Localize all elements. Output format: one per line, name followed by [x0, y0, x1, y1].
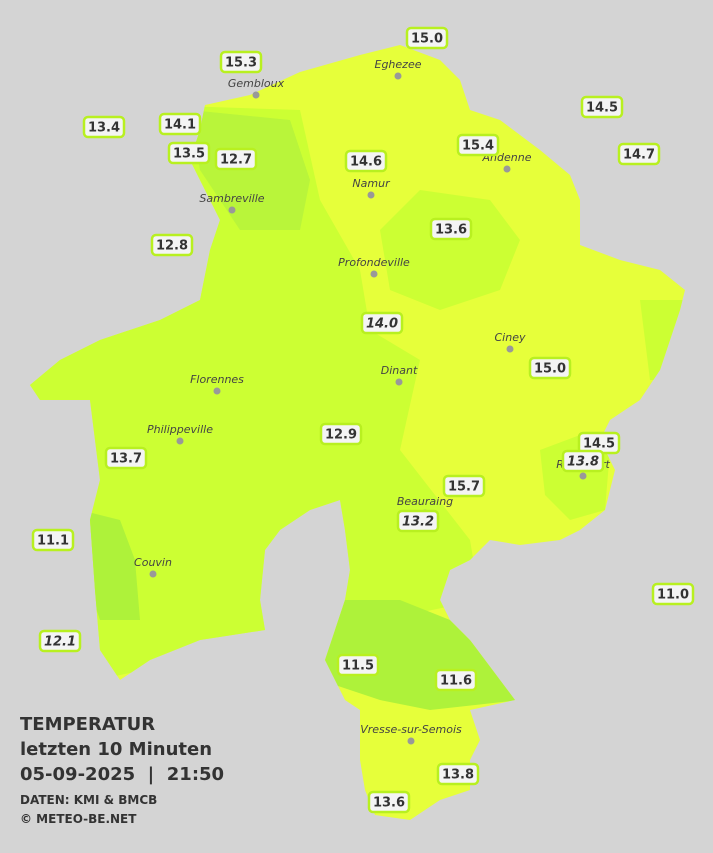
station-value: 14.5: [583, 437, 615, 452]
station-value: 13.7: [110, 452, 142, 467]
city-name: Beauraing: [397, 495, 453, 508]
station-value: 15.7: [448, 480, 480, 495]
city-name: Profondeville: [338, 256, 410, 269]
station-box: [31, 528, 75, 552]
city-dot: [407, 737, 415, 745]
station-box: [561, 449, 605, 473]
datetime: 05-09-2025 | 21:50: [20, 764, 224, 785]
station-box: [344, 149, 388, 173]
station-value: 13.5: [173, 147, 205, 162]
station-box: [360, 311, 404, 335]
subtitle: letzten 10 Minuten: [20, 739, 212, 760]
city-name: Gembloux: [228, 77, 285, 90]
city-dot: [252, 91, 260, 99]
station-box: [436, 762, 480, 786]
city-name: Couvin: [134, 556, 172, 569]
city-name: Namur: [352, 177, 391, 190]
city-dot: [579, 472, 587, 480]
station-value: 12.1: [44, 635, 76, 650]
station-value: 13.6: [373, 796, 405, 811]
city-dot: [367, 191, 375, 199]
station-value: 14.1: [164, 118, 196, 133]
station-value: 15.0: [534, 362, 566, 377]
station-box: [150, 233, 194, 257]
station-box: [336, 653, 380, 677]
station-box: [617, 142, 661, 166]
station-value: 11.1: [37, 534, 69, 549]
station-box: [219, 50, 263, 74]
station-value: 12.8: [156, 239, 188, 254]
station-value: 12.7: [220, 153, 252, 168]
station-value: 13.6: [435, 223, 467, 238]
city-name: Vresse-sur-Semois: [360, 723, 462, 736]
station-box: [214, 147, 258, 171]
station-box: [158, 112, 202, 136]
station-value: 11.0: [657, 588, 689, 603]
station-value: 15.0: [411, 32, 443, 47]
station-value: 14.7: [623, 148, 655, 163]
station-box: [405, 26, 449, 50]
station-value: 15.3: [225, 56, 257, 71]
city-dot: [506, 345, 514, 353]
title-block: TEMPERATUR letzten 10 Minuten 05-09-2025…: [20, 714, 224, 826]
station-value: 14.5: [586, 101, 618, 116]
station-box: [528, 356, 572, 380]
station-value: 15.4: [462, 139, 494, 154]
station-box: [104, 446, 148, 470]
station-value: 12.9: [325, 428, 357, 443]
city-name: Ciney: [495, 331, 526, 344]
station-value: 13.8: [567, 455, 599, 470]
city-dot: [228, 206, 236, 214]
station-box: [442, 474, 486, 498]
city-name: Philippeville: [147, 423, 213, 436]
title: TEMPERATUR: [20, 714, 155, 735]
city-dot: [395, 378, 403, 386]
city-dot: [149, 570, 157, 578]
station-value: 13.8: [442, 768, 474, 783]
source: DATEN: KMI & BMCB: [20, 793, 157, 807]
station-box: [456, 133, 500, 157]
copyright: © METEO-BE.NET: [20, 812, 137, 826]
station-value: 11.6: [440, 674, 472, 689]
city-name: Dinant: [381, 364, 418, 377]
city-dot: [503, 165, 511, 173]
station-box: [167, 141, 211, 165]
city-dot: [394, 72, 402, 80]
station-box: [319, 422, 363, 446]
station-box: [651, 582, 695, 606]
station-value: 14.6: [350, 155, 382, 170]
station-box: [82, 115, 126, 139]
station-value: 13.4: [88, 121, 120, 136]
station-box: [434, 668, 478, 692]
station-box: [367, 790, 411, 814]
station-value: 14.0: [366, 317, 398, 332]
station-box: [429, 217, 473, 241]
station-value: 13.2: [402, 515, 434, 530]
station-box: [38, 629, 82, 653]
station-box: [580, 95, 624, 119]
station-value: 11.5: [342, 659, 374, 674]
city-dot: [370, 270, 378, 278]
station-box: [396, 509, 440, 533]
city-dot: [176, 437, 184, 445]
city-name: Eghezee: [375, 58, 422, 71]
city-name: Florennes: [190, 373, 244, 386]
city-dot: [213, 387, 221, 395]
city-name: Sambreville: [199, 192, 264, 205]
